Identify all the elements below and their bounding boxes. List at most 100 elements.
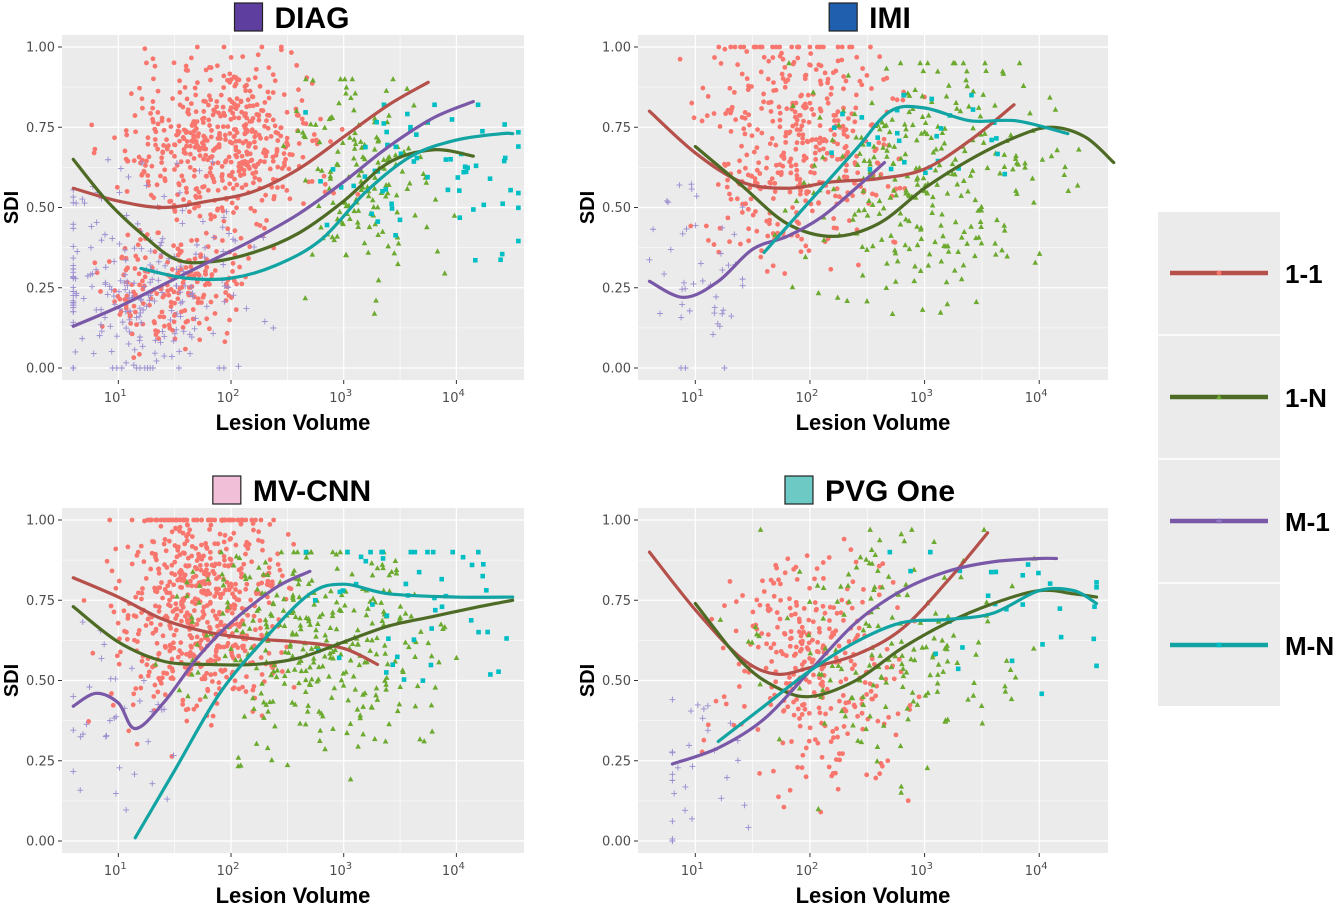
- data-point: [903, 669, 910, 675]
- data-point: [138, 297, 145, 304]
- data-point: [326, 673, 332, 679]
- y-tick-label: 0.50: [26, 201, 55, 216]
- data-point: [309, 251, 316, 257]
- data-point: [822, 610, 828, 616]
- data-point: [770, 263, 776, 269]
- data-point: [166, 517, 172, 523]
- data-point: [248, 158, 254, 164]
- data-point: [1036, 250, 1043, 256]
- data-point: [351, 136, 358, 142]
- data-point: [323, 637, 330, 643]
- data-point: [367, 647, 373, 653]
- data-point: [793, 146, 799, 152]
- data-point: [210, 713, 216, 719]
- data-point: [207, 65, 212, 70]
- data-point: [146, 297, 153, 304]
- data-point: [884, 153, 890, 159]
- data-point: [192, 205, 197, 211]
- data-point: [167, 648, 173, 654]
- data-point: [168, 353, 175, 360]
- data-point: [833, 193, 838, 199]
- data-point: [841, 74, 847, 79]
- data-point: [504, 636, 509, 641]
- data-point: [170, 594, 175, 600]
- data-point: [892, 250, 899, 256]
- data-point: [175, 577, 181, 583]
- panel-title-group: DIAG: [233, 2, 350, 35]
- data-point: [241, 561, 247, 567]
- data-point: [402, 639, 409, 645]
- data-point: [790, 102, 796, 108]
- data-point: [837, 583, 844, 589]
- data-point: [1001, 151, 1008, 157]
- data-point: [414, 682, 421, 689]
- data-point: [116, 764, 123, 771]
- data-point: [101, 231, 108, 238]
- data-point: [231, 210, 236, 215]
- data-point: [919, 93, 926, 99]
- data-point: [799, 702, 805, 708]
- data-point: [328, 694, 335, 700]
- data-point: [743, 165, 748, 171]
- data-point: [891, 239, 897, 245]
- data-point: [329, 234, 336, 240]
- data-point: [451, 212, 458, 218]
- data-point: [745, 87, 751, 93]
- data-point: [103, 732, 110, 739]
- data-point: [800, 135, 806, 141]
- data-point: [373, 685, 380, 691]
- data-point: [248, 597, 254, 603]
- data-point: [206, 93, 212, 99]
- data-point: [783, 79, 789, 85]
- data-point: [797, 648, 803, 654]
- data-point: [830, 729, 836, 734]
- data-point: [265, 708, 271, 714]
- data-point: [168, 625, 174, 631]
- data-point: [417, 736, 423, 742]
- data-point: [439, 604, 445, 610]
- data-point: [192, 256, 198, 262]
- data-point: [355, 223, 362, 230]
- data-point: [777, 124, 783, 130]
- data-point: [476, 549, 481, 555]
- data-point: [248, 644, 255, 650]
- data-point: [170, 327, 176, 333]
- data-point: [800, 140, 805, 146]
- data-point: [375, 159, 381, 165]
- data-point: [187, 164, 193, 170]
- data-point: [260, 699, 267, 705]
- data-point: [363, 558, 369, 564]
- data-point: [727, 191, 732, 197]
- data-point: [123, 212, 130, 219]
- data-point: [247, 574, 253, 580]
- data-point: [342, 602, 348, 608]
- data-point: [193, 109, 199, 115]
- data-point: [788, 629, 794, 634]
- data-point: [918, 130, 925, 136]
- data-point: [392, 557, 399, 564]
- data-point: [816, 62, 822, 68]
- data-point: [153, 603, 158, 609]
- data-point: [354, 641, 361, 647]
- data-point: [245, 97, 251, 103]
- data-point: [124, 132, 130, 138]
- data-point: [108, 286, 115, 293]
- y-tick-label: 0.75: [26, 594, 55, 609]
- y-tick-label: 0.25: [602, 754, 631, 769]
- data-point: [176, 129, 182, 135]
- data-point: [270, 154, 276, 160]
- data-point: [315, 620, 321, 626]
- data-point: [794, 219, 800, 225]
- data-point: [330, 648, 336, 654]
- x-axis-title: Lesion Volume: [216, 883, 371, 908]
- data-point: [347, 134, 353, 140]
- data-point: [360, 703, 366, 709]
- data-point: [866, 559, 873, 566]
- data-point: [811, 170, 817, 176]
- data-point: [841, 174, 847, 180]
- data-point: [182, 282, 189, 289]
- data-point: [220, 124, 226, 130]
- data-point: [1013, 160, 1020, 166]
- data-point: [851, 110, 858, 117]
